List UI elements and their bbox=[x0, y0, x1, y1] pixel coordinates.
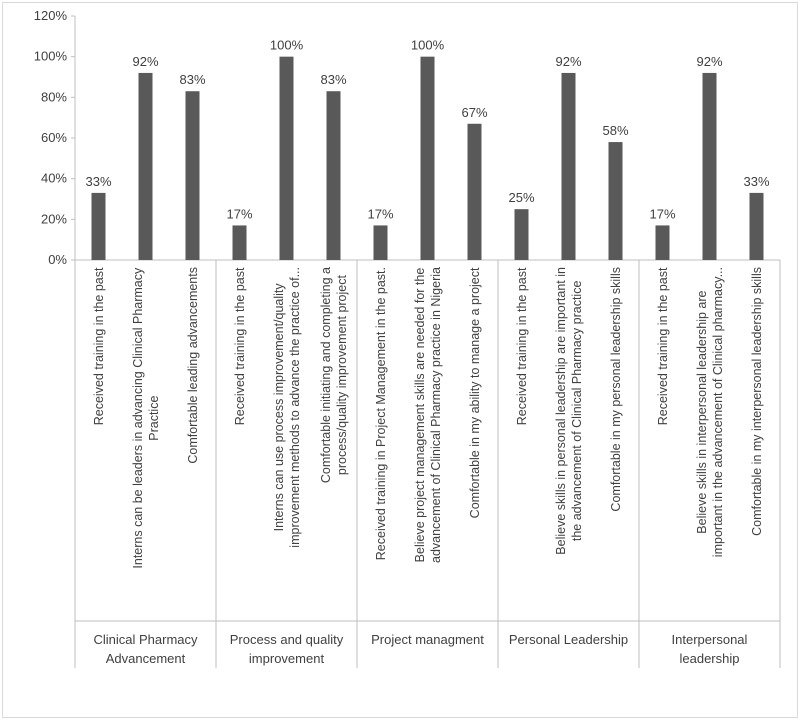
category-label-line: Received training in the past bbox=[92, 267, 106, 425]
y-tick-label: 100% bbox=[34, 49, 68, 64]
category-label-line: Received training in the past bbox=[656, 267, 670, 425]
data-label: 17% bbox=[226, 206, 252, 221]
data-label: 67% bbox=[461, 105, 487, 120]
bar bbox=[749, 192, 764, 260]
category-label: Believe project management skills are ne… bbox=[413, 267, 443, 563]
category-label-line: Interns can be leaders in advancing Clin… bbox=[131, 267, 145, 569]
group-label: Advancement bbox=[106, 651, 186, 666]
bar bbox=[561, 72, 576, 260]
category-label: Interns can be leaders in advancing Clin… bbox=[131, 267, 161, 569]
group-label: improvement bbox=[249, 651, 325, 666]
bar bbox=[91, 192, 106, 260]
category-label: Comfortable in my ability to manage a pr… bbox=[468, 267, 482, 518]
category-label-line: advancement of Clinical Pharmacy practic… bbox=[429, 267, 443, 563]
category-label: Received training in the past bbox=[92, 267, 106, 425]
category-label-line: Received training in the past bbox=[233, 267, 247, 425]
bar bbox=[514, 209, 529, 260]
category-label-line: Comfortable leading advancements bbox=[186, 267, 200, 464]
category-label-line: Practice bbox=[147, 396, 161, 441]
category-label-line: the advancement of Clinical Pharmacy pra… bbox=[570, 281, 584, 542]
data-label: 100% bbox=[411, 38, 445, 53]
data-label: 92% bbox=[696, 54, 722, 69]
category-label-line: Received training in the past bbox=[515, 267, 529, 425]
data-label: 100% bbox=[270, 38, 304, 53]
y-tick-label: 80% bbox=[41, 89, 67, 104]
group-label: Interpersonal bbox=[672, 632, 748, 647]
y-tick-label: 0% bbox=[48, 252, 67, 267]
data-label: 17% bbox=[649, 206, 675, 221]
category-label-line: Interns can use process improvement/qual… bbox=[272, 283, 286, 532]
data-label: 83% bbox=[179, 72, 205, 87]
category-label-line: Comfortable initiating and completing a bbox=[319, 267, 333, 483]
y-tick-label: 20% bbox=[41, 211, 67, 226]
group-label: Process and quality bbox=[230, 632, 344, 647]
category-label: Comfortable in my interpersonal leadersh… bbox=[750, 267, 764, 536]
bar bbox=[326, 91, 341, 260]
category-label: Believe skills in personal leadership ar… bbox=[554, 267, 584, 555]
category-label-line: Comfortable in my interpersonal leadersh… bbox=[750, 267, 764, 536]
category-label: Received training in the past bbox=[515, 267, 529, 425]
data-label: 83% bbox=[320, 72, 346, 87]
data-label: 58% bbox=[602, 123, 628, 138]
data-label: 17% bbox=[367, 206, 393, 221]
category-label-line: Received training in Project Management … bbox=[374, 267, 388, 560]
data-label: 92% bbox=[132, 54, 158, 69]
bar bbox=[279, 56, 294, 260]
bar bbox=[655, 225, 670, 260]
category-label: Comfortable in my personal leadership sk… bbox=[609, 267, 623, 512]
bar bbox=[467, 123, 482, 261]
data-label: 33% bbox=[743, 174, 769, 189]
category-label-line: Comfortable in my personal leadership sk… bbox=[609, 267, 623, 512]
category-label: Received training in Project Management … bbox=[374, 267, 388, 560]
category-label-line: improvement methods to advance the pract… bbox=[288, 267, 302, 548]
y-tick-label: 120% bbox=[34, 8, 68, 23]
category-label: Received training in the past bbox=[656, 267, 670, 425]
data-label: 92% bbox=[555, 54, 581, 69]
category-label: Comfortable leading advancements bbox=[186, 267, 200, 464]
bar bbox=[185, 91, 200, 260]
category-label-line: Believe project management skills are ne… bbox=[413, 268, 427, 563]
bar bbox=[608, 142, 623, 260]
group-label: leadership bbox=[680, 651, 740, 666]
bar bbox=[420, 56, 435, 260]
group-label: Personal Leadership bbox=[509, 632, 628, 647]
y-tick-label: 60% bbox=[41, 130, 67, 145]
bar bbox=[373, 225, 388, 260]
category-label: Received training in the past bbox=[233, 267, 247, 425]
bar bbox=[138, 72, 153, 260]
category-label-line: important in the advancement of Clinical… bbox=[711, 267, 725, 557]
bar bbox=[702, 72, 717, 260]
data-label: 33% bbox=[85, 174, 111, 189]
group-label: Project managment bbox=[371, 632, 484, 647]
category-label: Believe skills in interpersonal leadersh… bbox=[695, 267, 725, 557]
category-label-line: process/quality improvement project bbox=[335, 275, 349, 476]
bar bbox=[232, 225, 247, 260]
category-label: Interns can use process improvement/qual… bbox=[272, 267, 302, 548]
category-label-line: Believe skills in personal leadership ar… bbox=[554, 267, 568, 555]
data-label: 25% bbox=[508, 190, 534, 205]
y-tick-label: 40% bbox=[41, 171, 67, 186]
category-label-line: Believe skills in interpersonal leadersh… bbox=[695, 290, 709, 533]
group-label: Clinical Pharmacy bbox=[93, 632, 198, 647]
category-label-line: Comfortable in my ability to manage a pr… bbox=[468, 267, 482, 518]
